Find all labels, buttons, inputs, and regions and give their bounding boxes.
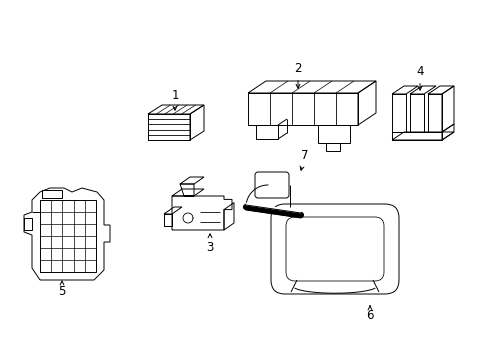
FancyBboxPatch shape <box>285 217 383 281</box>
Text: 6: 6 <box>366 306 373 322</box>
Text: 4: 4 <box>415 65 423 90</box>
Text: 3: 3 <box>206 234 213 254</box>
Text: 1: 1 <box>171 89 179 110</box>
FancyBboxPatch shape <box>254 172 288 198</box>
Text: 5: 5 <box>58 281 65 298</box>
FancyBboxPatch shape <box>270 204 398 294</box>
Text: 7: 7 <box>300 149 308 170</box>
Text: 2: 2 <box>294 62 301 88</box>
